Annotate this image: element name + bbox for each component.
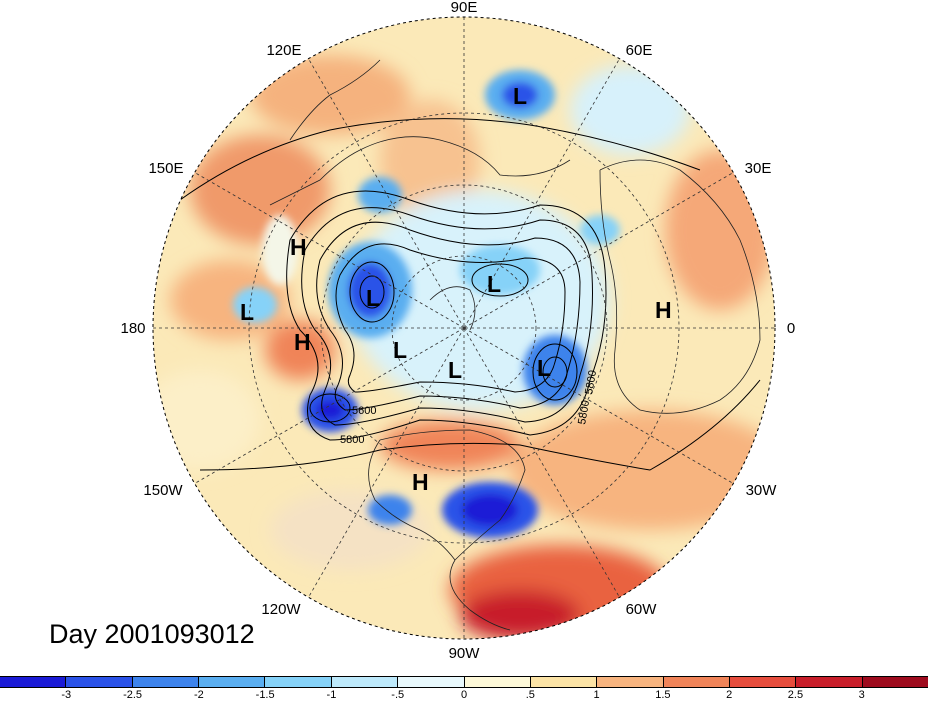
colorbar-swatch — [464, 677, 531, 687]
lon-label-0: 0 — [787, 320, 795, 337]
contour-label: 5800 — [340, 434, 364, 446]
graticule — [153, 17, 775, 639]
colorbar-label: -1.5 — [255, 689, 275, 701]
colorbar-swatch — [199, 677, 266, 687]
low-pressure-marker: L — [513, 83, 527, 109]
colorbar-label: -1 — [326, 689, 337, 701]
high-pressure-marker: H — [412, 469, 429, 495]
colorbar-swatch — [796, 677, 863, 687]
colorbar-label: 2 — [726, 689, 733, 701]
colorbar-label: -2 — [193, 689, 204, 701]
colorbar-swatch — [331, 677, 399, 687]
colorbar-label: 2.5 — [787, 689, 804, 701]
colorbar-swatch — [530, 677, 598, 687]
contour-label: 5600 — [352, 405, 376, 417]
coastlines — [269, 59, 761, 631]
high-pressure-marker: H — [290, 234, 307, 260]
contour-label: 5800 — [576, 399, 592, 425]
colorbar-label: 1.5 — [655, 689, 671, 701]
anomaly-field — [153, 17, 775, 639]
low-pressure-marker: L — [448, 357, 462, 383]
colorbar-label: -2.5 — [123, 689, 143, 701]
colorbar-label: 1 — [593, 689, 600, 701]
colorbar-label: -3 — [61, 689, 72, 701]
colorbar-swatch — [729, 677, 797, 687]
colorbar-labels: -3 -2.5 -2 -1.5 -1 -.5 0 .5 1 1.5 2 2.5 3 — [0, 689, 928, 702]
lon-label-60w: 60W — [626, 601, 658, 618]
colorbar-label: -.5 — [391, 689, 405, 701]
lon-label-90w: 90W — [449, 645, 481, 662]
colorbar-swatch — [132, 677, 200, 687]
colorbar-swatch — [0, 677, 67, 687]
map-boundary — [152, 16, 776, 640]
colorbar — [0, 676, 928, 688]
colorbar-label: 0 — [460, 689, 468, 701]
lon-label-120e: 120E — [266, 42, 301, 59]
lon-label-30w: 30W — [746, 482, 778, 499]
colorbar-swatch — [265, 677, 332, 687]
lon-label-150w: 150W — [143, 482, 183, 499]
colorbar-swatch — [66, 677, 133, 687]
low-pressure-marker: L — [366, 285, 380, 311]
high-pressure-marker: H — [655, 297, 672, 323]
map-title: Day 2001093012 — [49, 619, 255, 649]
lon-label-60e: 60E — [626, 42, 653, 59]
low-pressure-marker: L — [487, 271, 501, 297]
polar-map: 5600 5800 5800 5800 L L L L L L L L L H … — [120, 0, 795, 662]
lon-label-90e: 90E — [451, 0, 478, 16]
contours — [179, 118, 761, 471]
high-pressure-marker: H — [294, 329, 311, 355]
lon-label-180: 180 — [120, 320, 145, 337]
colorbar-swatch — [398, 677, 465, 687]
colorbar-swatch — [862, 677, 928, 687]
low-pressure-marker: L — [393, 337, 407, 363]
lon-label-30e: 30E — [745, 160, 772, 177]
low-pressure-marker: L — [537, 355, 551, 381]
colorbar-swatch — [597, 677, 664, 687]
colorbar-label: 3 — [858, 689, 865, 701]
lon-label-120w: 120W — [261, 601, 301, 618]
lon-label-150e: 150E — [148, 160, 183, 177]
colorbar-swatch — [663, 677, 730, 687]
colorbar-label: .5 — [525, 689, 535, 701]
low-pressure-marker: L — [240, 299, 254, 325]
contour-label: 5800 — [583, 369, 599, 395]
